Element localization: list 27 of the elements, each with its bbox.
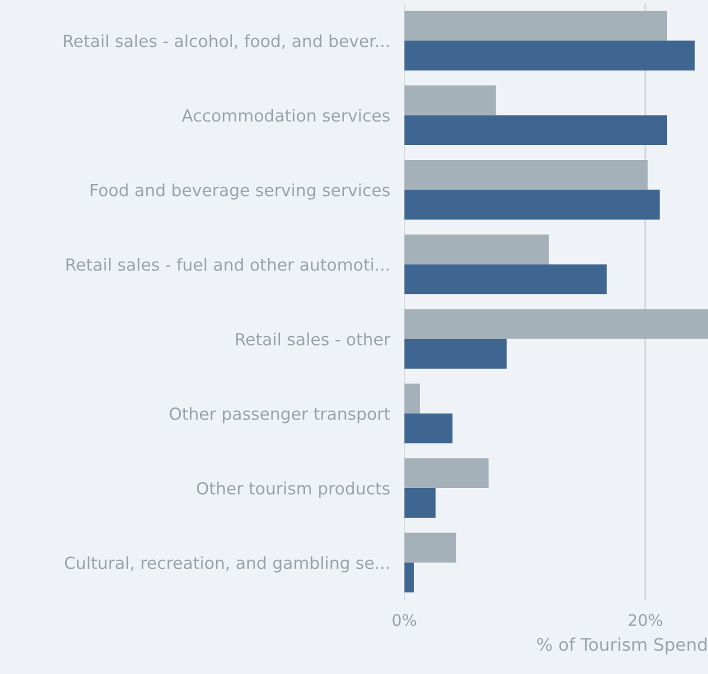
bar: [404, 309, 708, 339]
bar: [404, 10, 668, 41]
bar: [404, 562, 414, 592]
bar: [404, 384, 420, 414]
y-tick-label: Accommodation services: [182, 108, 390, 122]
y-tick-label: Other tourism products: [196, 482, 390, 498]
x-tick-label: 20%: [628, 614, 662, 626]
x-axis-title: % of Tourism Spend: [537, 638, 706, 654]
y-tick-label: Retail sales - other: [236, 332, 390, 346]
bar: [404, 234, 549, 264]
bar: [404, 532, 456, 563]
bar: [404, 264, 607, 294]
y-tick-label: Cultural, recreation, and gambling se...: [64, 556, 389, 572]
y-tick-label: Retail sales - fuel and other automoti...: [66, 258, 389, 271]
bar: [404, 338, 507, 369]
bar: [404, 458, 489, 488]
bar: [404, 160, 648, 190]
bar: [404, 40, 695, 70]
bar: [404, 115, 668, 146]
y-tick-label: Other passenger transport: [170, 407, 390, 424]
bar: [404, 190, 660, 220]
y-tick-label: Retail sales - alcohol, food, and bever...: [64, 34, 389, 49]
bar: [404, 488, 436, 518]
bar: [404, 413, 452, 444]
y-tick-label: Food and beverage serving services: [90, 183, 390, 200]
bar: [404, 85, 496, 116]
x-tick-label: 0%: [392, 614, 416, 626]
